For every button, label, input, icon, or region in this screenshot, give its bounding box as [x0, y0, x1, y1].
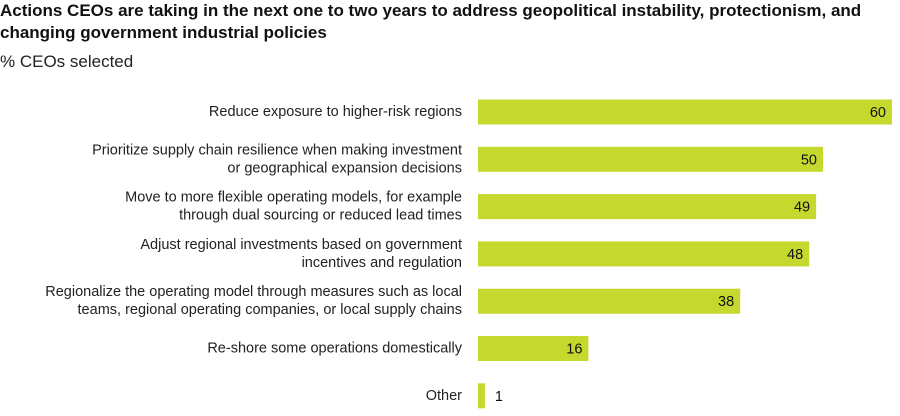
category-label-1: Prioritize supply chain resilience when …: [92, 142, 462, 176]
value-label-2: 49: [794, 200, 810, 216]
category-label-5: Re-shore some operations domestically: [207, 341, 462, 357]
value-label-1: 50: [801, 152, 817, 168]
bar-3: [478, 241, 810, 267]
value-label-0: 60: [870, 105, 886, 121]
category-label-6: Other: [426, 388, 462, 404]
category-label-0: Reduce exposure to higher-risk regions: [209, 104, 462, 120]
bar-6: [478, 383, 485, 409]
bar-4: [478, 288, 741, 314]
category-label-2: Move to more flexible operating models, …: [125, 190, 462, 224]
value-label-4: 38: [718, 294, 734, 310]
category-label-3: Adjust regional investments based on gov…: [140, 237, 462, 271]
chart-subtitle: % CEOs selected: [0, 52, 134, 71]
value-label-6: 1: [495, 389, 503, 405]
bar-2: [478, 194, 817, 220]
bar-1: [478, 146, 823, 172]
bar-5: [478, 336, 589, 361]
value-label-5: 16: [566, 342, 582, 358]
chart-title: Actions CEOs are taking in the next one …: [0, 1, 862, 42]
value-label-3: 48: [787, 247, 803, 263]
category-label-4: Regionalize the operating model through …: [45, 284, 462, 318]
bar-0: [478, 99, 892, 125]
